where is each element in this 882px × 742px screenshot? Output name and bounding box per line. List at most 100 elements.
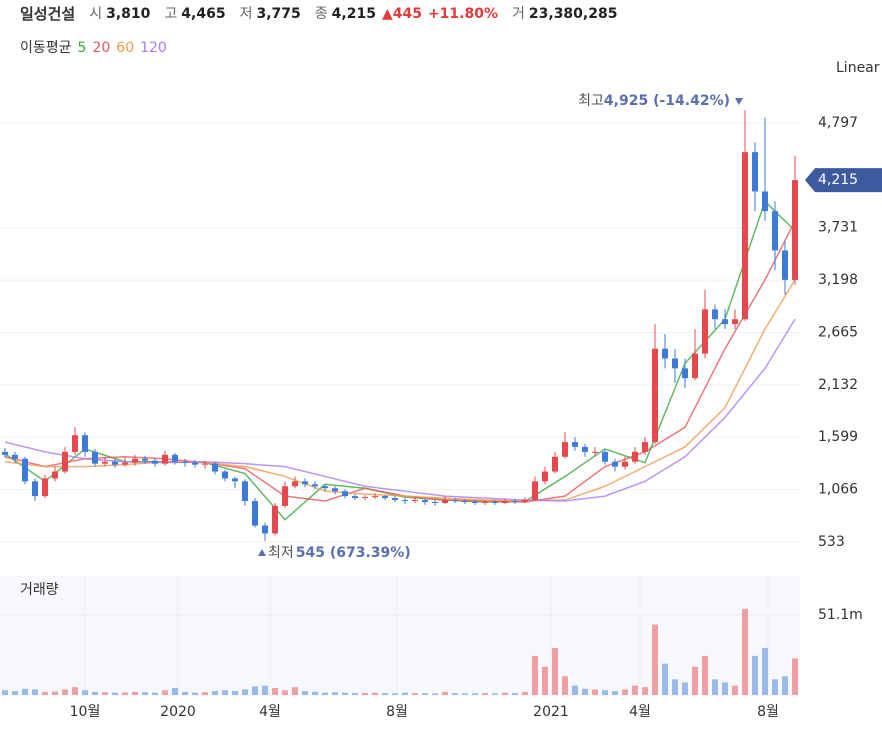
y-tick-label: 4,797 (818, 115, 858, 131)
header-value: 4,215 (332, 6, 376, 22)
candle-body (542, 471, 548, 482)
high-arrow (735, 98, 743, 105)
candle-body (722, 319, 728, 325)
candle-body (352, 496, 358, 499)
volume-bar (62, 689, 68, 695)
volume-bar (462, 693, 468, 695)
candle-body (162, 454, 168, 464)
candle-body (462, 501, 468, 503)
candle-body (62, 451, 68, 472)
low-value: 545 (673.39%) (296, 545, 411, 561)
candle-body (132, 458, 138, 463)
volume-bar (152, 692, 158, 695)
y-tick-label: 2,132 (818, 377, 858, 393)
candle-body (412, 500, 418, 502)
candle-body (212, 463, 218, 472)
candle-body (102, 461, 108, 464)
volume-bar (132, 691, 138, 695)
volume-bar (702, 655, 708, 695)
x-tick-label: 4월 (259, 704, 281, 720)
volume-label: 거래량 (20, 582, 59, 598)
candle-body (152, 460, 158, 464)
volume-bar (672, 679, 678, 695)
low-annotation: 최저 545 (673.39%) (268, 545, 411, 561)
legend-entry: 20 (92, 40, 110, 56)
volume-bar (632, 685, 638, 695)
moving-average (4, 318, 796, 502)
volume-bar (422, 693, 428, 695)
volume-bar (792, 658, 798, 695)
volume-bar (722, 682, 728, 695)
volume-bar (642, 687, 648, 695)
volume-bar (22, 688, 28, 695)
candle-body (752, 152, 758, 192)
last-price-label: 4,215 (818, 172, 858, 188)
candle-body (82, 435, 88, 452)
x-tick-label: 2020 (160, 704, 196, 720)
candle-body (442, 500, 448, 503)
candle-body (342, 491, 348, 497)
header-value: 23,380,285 (529, 6, 618, 22)
volume-bar (542, 666, 548, 695)
volume-bar (582, 688, 588, 695)
volume-bar (482, 693, 488, 695)
volume-bar (82, 690, 88, 695)
candle-body (272, 505, 278, 534)
volume-bar (472, 693, 478, 695)
candle-body (712, 309, 718, 320)
y-tick-label: 3,198 (818, 272, 858, 288)
volume-bar (272, 687, 278, 695)
candle-body (612, 461, 618, 467)
volume-bar (552, 648, 558, 695)
moving-average (4, 279, 796, 502)
y-tick-label: 2,665 (818, 324, 858, 340)
legend-entry: 60 (116, 40, 134, 56)
candle-body (382, 496, 388, 499)
y-tick-label: 1,599 (818, 429, 858, 445)
volume-bar (172, 687, 178, 695)
volume-bar (242, 689, 248, 695)
candle-body (112, 461, 118, 465)
volume-bar (572, 685, 578, 695)
candle-body (92, 451, 98, 464)
candle-body (762, 191, 768, 212)
candle-body (2, 451, 8, 455)
volume-bar (232, 691, 238, 695)
volume-bar (362, 692, 368, 695)
candle-body (32, 481, 38, 497)
volume-bar (492, 693, 498, 695)
candle-body (512, 501, 518, 503)
volume-bar (682, 682, 688, 695)
legend-entry: 5 (78, 40, 87, 56)
volume-bar (312, 691, 318, 695)
volume-bar (512, 693, 518, 695)
volume-bar (12, 691, 18, 695)
header-value: +11.80% (428, 6, 498, 22)
x-tick-label: 2021 (533, 704, 569, 720)
candle-body (172, 454, 178, 462)
candle-body (52, 471, 58, 479)
volume-bar (112, 692, 118, 695)
volume-bar (652, 624, 658, 695)
legend-title: 이동평균 (20, 40, 72, 56)
volume-bar (712, 679, 718, 695)
volume-bar (382, 693, 388, 695)
candle-body (702, 309, 708, 354)
candle-body (252, 501, 258, 526)
volume-bar (592, 689, 598, 695)
candle-body (242, 481, 248, 502)
volume-bar (442, 691, 448, 695)
volume-bar (402, 692, 408, 695)
volume-bar (352, 693, 358, 695)
x-tick-label: 10월 (70, 704, 101, 720)
candle-body (742, 152, 748, 320)
candle-body (422, 500, 428, 502)
header-label: 저 (240, 6, 253, 22)
candle-body (622, 461, 628, 467)
candle-body (732, 319, 738, 325)
candle-body (792, 180, 798, 280)
volume-bar (222, 690, 228, 695)
volume-bar (32, 689, 38, 695)
volume-bar (432, 693, 438, 695)
